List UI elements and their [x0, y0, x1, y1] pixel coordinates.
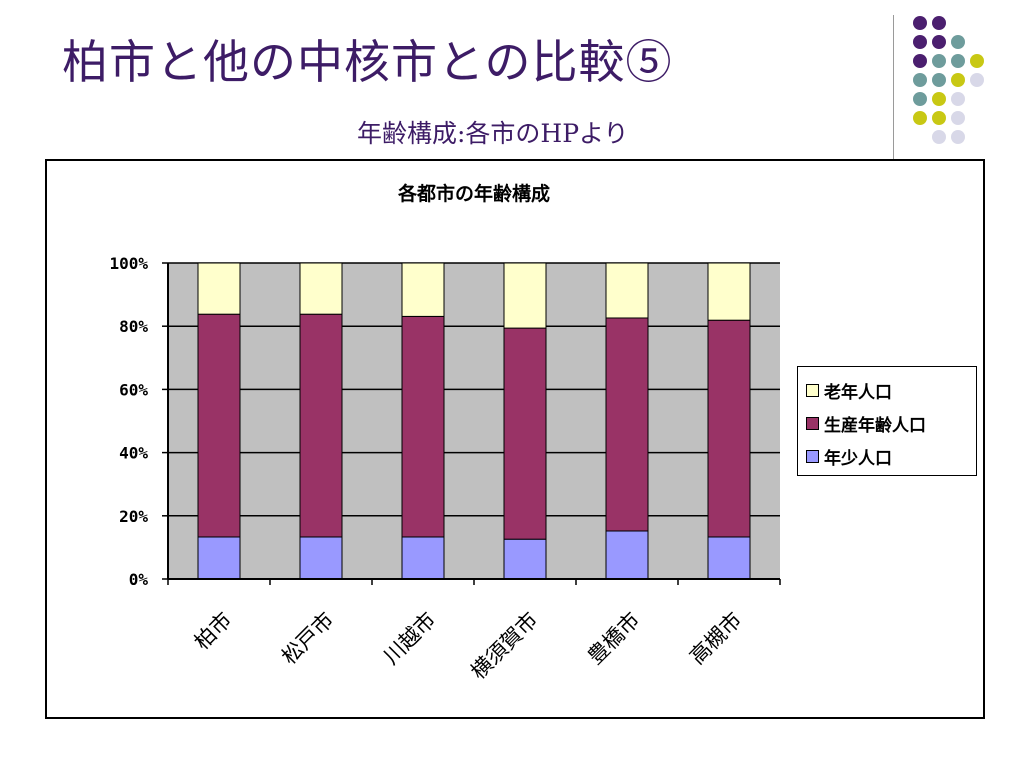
- dot-purple: [913, 54, 927, 68]
- decorative-dot-grid: [913, 16, 984, 144]
- plot-area: [168, 263, 780, 579]
- dot-teal: [932, 73, 946, 87]
- dot-teal: [913, 92, 927, 106]
- legend-item-youth: 年少人口: [806, 440, 976, 473]
- divider-line: [893, 15, 894, 160]
- slide-title: 柏市と他の中核市との比較⑤: [62, 35, 673, 89]
- bar-segment-1: [401, 315, 445, 538]
- y-tick-label: 60%: [119, 380, 148, 399]
- bar-segment-2: [299, 262, 343, 315]
- bar-segment-0: [707, 536, 751, 580]
- bar-segment-2: [605, 262, 649, 319]
- bar-segment-1: [299, 313, 343, 538]
- bar-segment-1: [503, 327, 547, 540]
- dot-olive: [932, 111, 946, 125]
- bar-segment-0: [197, 536, 241, 580]
- legend-swatch-working-age: [806, 417, 819, 430]
- dot-olive: [932, 92, 946, 106]
- dot-purple: [932, 35, 946, 49]
- bar-segment-2: [707, 262, 751, 321]
- legend-item-working-age: 生産年齢人口: [806, 407, 976, 440]
- y-tick-label: 80%: [119, 317, 148, 336]
- chart-legend: 老年人口 生産年齢人口 年少人口: [797, 366, 977, 476]
- legend-label-youth: 年少人口: [824, 449, 892, 469]
- dot-teal: [913, 73, 927, 87]
- dot-olive: [951, 73, 965, 87]
- slide-subtitle: 年齢構成:各市のHPより: [357, 119, 629, 148]
- bar-segment-0: [503, 538, 547, 580]
- legend-label-working-age: 生産年齢人口: [824, 416, 926, 436]
- bar-segment-0: [299, 536, 343, 580]
- bar-segment-1: [605, 317, 649, 532]
- dot-lavender: [951, 111, 965, 125]
- chart-title: 各都市の年齢構成: [397, 182, 550, 205]
- bar-segment-2: [401, 262, 445, 317]
- dot-olive: [970, 54, 984, 68]
- legend-swatch-youth: [806, 450, 819, 463]
- x-tick-label: 柏市: [190, 608, 237, 655]
- dot-olive: [913, 111, 927, 125]
- dot-purple: [932, 16, 946, 30]
- x-tick-label: 豊橋市: [583, 608, 645, 670]
- bar-segment-2: [197, 262, 241, 315]
- dot-lavender: [970, 73, 984, 87]
- dot-lavender: [932, 130, 946, 144]
- x-tick-label: 横須賀市: [466, 608, 542, 684]
- y-tick-label: 40%: [119, 444, 148, 463]
- legend-item-elderly: 老年人口: [806, 374, 976, 407]
- legend-swatch-elderly: [806, 384, 819, 397]
- y-tick-label: 0%: [129, 570, 149, 589]
- dot-purple: [913, 16, 927, 30]
- y-tick-label: 20%: [119, 507, 148, 526]
- dot-teal: [932, 54, 946, 68]
- bar-segment-1: [707, 319, 751, 538]
- y-tick-label: 100%: [109, 254, 148, 273]
- bar-segment-0: [605, 530, 649, 580]
- x-tick-label: 高槻市: [685, 608, 747, 670]
- bar-segment-0: [401, 536, 445, 580]
- x-tick-label: 松戸市: [277, 608, 339, 670]
- dot-teal: [951, 54, 965, 68]
- x-tick-label: 川越市: [379, 608, 441, 670]
- bar-segment-1: [197, 313, 241, 538]
- dot-purple: [913, 35, 927, 49]
- dot-lavender: [951, 92, 965, 106]
- dot-teal: [951, 35, 965, 49]
- bar-segment-2: [503, 262, 547, 329]
- dot-lavender: [951, 130, 965, 144]
- legend-label-elderly: 老年人口: [824, 383, 892, 403]
